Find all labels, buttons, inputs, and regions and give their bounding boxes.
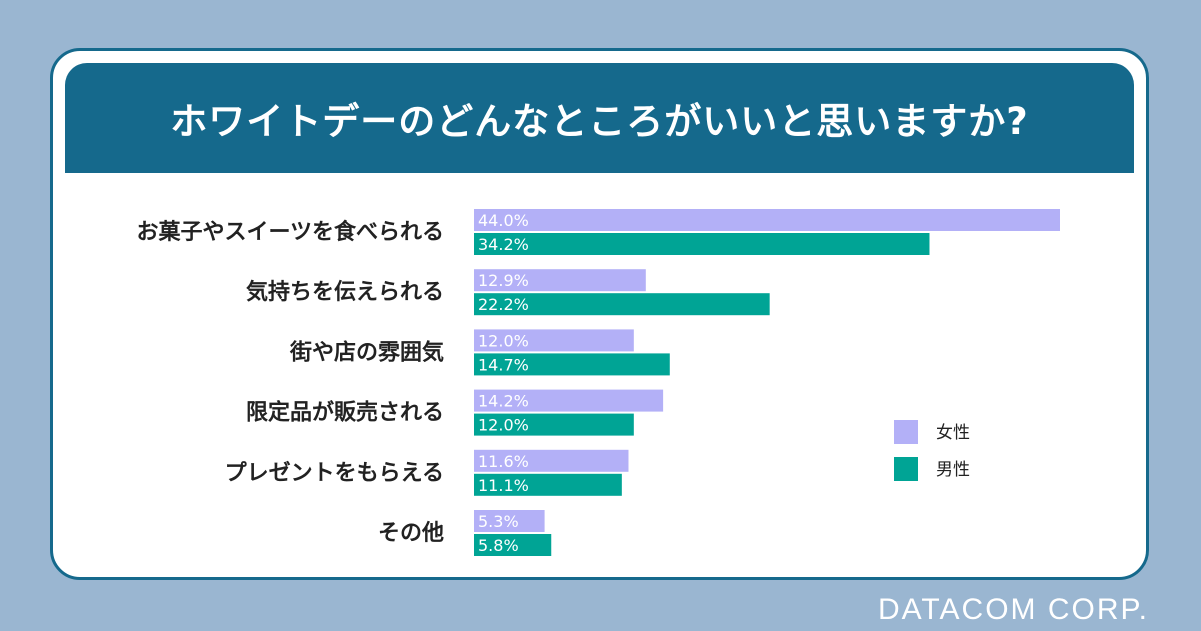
bar-value-label: 12.0% bbox=[478, 416, 529, 435]
bar-value-label: 14.7% bbox=[478, 355, 529, 374]
bar-male bbox=[474, 473, 622, 496]
legend-swatch-female bbox=[894, 420, 918, 444]
bar-female bbox=[474, 449, 629, 472]
category-label: お菓子やスイーツを食べられる bbox=[136, 219, 444, 245]
bar-value-label: 12.9% bbox=[478, 271, 529, 290]
bar-female bbox=[474, 269, 646, 292]
legend-swatch-male bbox=[894, 457, 918, 481]
bar-female bbox=[474, 329, 634, 352]
legend-label-male: 男性 bbox=[936, 460, 970, 480]
category-label: 気持ちを伝えられる bbox=[246, 279, 444, 305]
bar-male bbox=[474, 353, 670, 376]
bar-value-label: 11.6% bbox=[478, 452, 529, 471]
bar-male bbox=[474, 413, 634, 436]
title-banner: ホワイトデーのどんなところがいいと思いますか? bbox=[65, 63, 1134, 173]
bar-value-label: 12.0% bbox=[478, 331, 529, 350]
bar-value-label: 11.1% bbox=[478, 476, 529, 495]
bar-value-label: 5.8% bbox=[478, 536, 519, 555]
category-label: その他 bbox=[378, 521, 444, 546]
category-label: 街や店の雰囲気 bbox=[289, 339, 444, 365]
category-label: 限定品が販売される bbox=[246, 400, 444, 426]
bar-value-label: 14.2% bbox=[478, 392, 529, 411]
bar-value-label: 22.2% bbox=[478, 295, 529, 314]
bar-male bbox=[474, 233, 930, 255]
bar-value-label: 44.0% bbox=[478, 211, 529, 230]
bar-value-label: 34.2% bbox=[478, 235, 529, 254]
bar-female bbox=[474, 510, 545, 532]
bar-male bbox=[474, 534, 552, 556]
bar-value-label: 5.3% bbox=[478, 512, 519, 531]
category-label: プレゼントをもらえる bbox=[225, 461, 444, 486]
chart-title: ホワイトデーのどんなところがいいと思いますか? bbox=[170, 100, 1029, 143]
legend-label-female: 女性 bbox=[936, 423, 970, 443]
company-logo-text: DATACOM CORP. bbox=[877, 593, 1149, 626]
bar-female bbox=[474, 389, 664, 412]
bar-female bbox=[474, 209, 1060, 231]
bar-male bbox=[474, 293, 770, 316]
